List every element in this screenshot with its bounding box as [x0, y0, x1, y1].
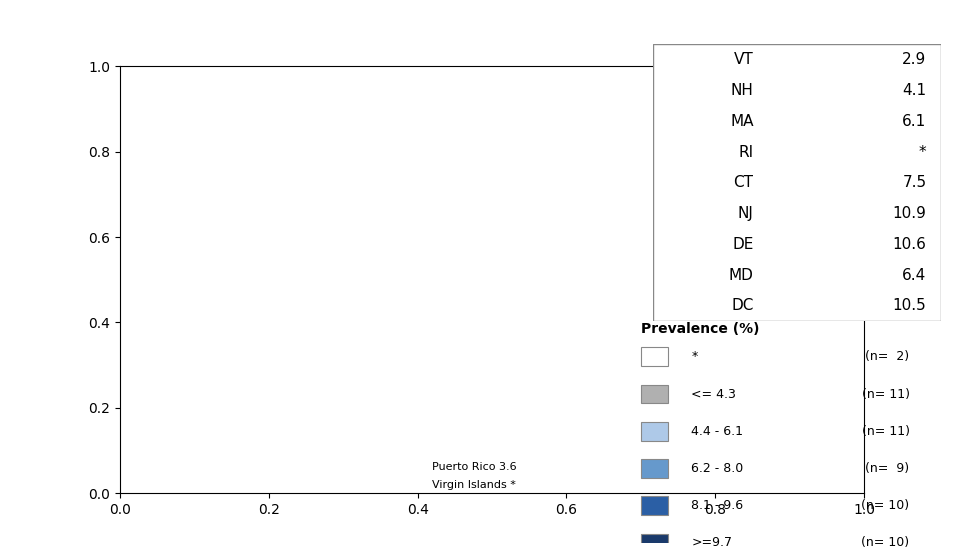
- Text: >=9.7: >=9.7: [691, 536, 732, 550]
- Text: 4.1: 4.1: [902, 83, 926, 98]
- Text: 10.9: 10.9: [893, 206, 926, 221]
- Text: VT: VT: [733, 52, 754, 67]
- Text: 8.1 - 9.6: 8.1 - 9.6: [691, 499, 743, 512]
- Bar: [641, 384, 667, 403]
- Text: MD: MD: [729, 268, 754, 283]
- Text: 10.6: 10.6: [893, 237, 926, 252]
- Text: DE: DE: [732, 237, 754, 252]
- Text: 10.5: 10.5: [893, 299, 926, 314]
- Text: (n=  9): (n= 9): [866, 462, 909, 475]
- Bar: [641, 496, 667, 515]
- Text: (n=  2): (n= 2): [866, 350, 909, 363]
- Text: (n= 11): (n= 11): [861, 425, 909, 438]
- Text: Virgin Islands *: Virgin Islands *: [432, 480, 516, 490]
- Bar: [641, 422, 667, 440]
- Text: (n= 11): (n= 11): [861, 387, 909, 401]
- Text: 2.9: 2.9: [902, 52, 926, 67]
- Text: Prevalence (%): Prevalence (%): [641, 322, 759, 336]
- Text: NJ: NJ: [737, 206, 754, 221]
- Text: <= 4.3: <= 4.3: [691, 387, 736, 401]
- Text: DC: DC: [732, 299, 754, 314]
- Text: 6.1: 6.1: [902, 114, 926, 129]
- Text: 4.4 - 6.1: 4.4 - 6.1: [691, 425, 743, 438]
- Text: MA: MA: [731, 114, 754, 129]
- Text: CT: CT: [733, 175, 754, 191]
- Bar: [641, 459, 667, 478]
- Text: 6.2 - 8.0: 6.2 - 8.0: [691, 462, 743, 475]
- FancyBboxPatch shape: [653, 44, 941, 321]
- Bar: [641, 347, 667, 366]
- Text: (n= 10): (n= 10): [861, 536, 909, 550]
- Text: 7.5: 7.5: [902, 175, 926, 191]
- Text: Puerto Rico 3.6: Puerto Rico 3.6: [432, 463, 517, 473]
- Bar: [641, 534, 667, 552]
- Text: (n= 10): (n= 10): [861, 499, 909, 512]
- Text: 6.4: 6.4: [902, 268, 926, 283]
- Text: NH: NH: [731, 83, 754, 98]
- Text: *: *: [919, 145, 926, 160]
- Text: RI: RI: [738, 145, 754, 160]
- Text: *: *: [691, 350, 698, 363]
